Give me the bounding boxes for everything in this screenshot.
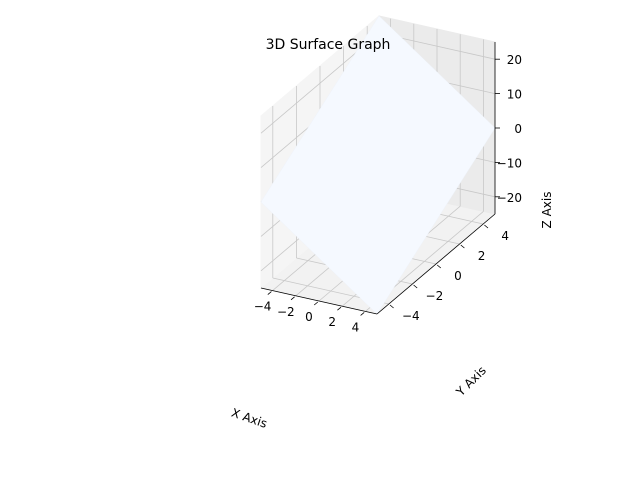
y-tick-label: −4	[402, 309, 420, 323]
x-tick-label: 4	[352, 320, 360, 334]
y-tick-mark	[484, 224, 489, 229]
x-tick-label: 2	[328, 315, 336, 329]
y-tick-mark	[389, 304, 394, 309]
chart-title: 3D Surface Graph	[266, 37, 391, 53]
x-tick-mark	[313, 301, 319, 306]
y-tick-mark	[413, 284, 418, 289]
y-tick-mark	[460, 244, 465, 249]
z-tick-label: 10	[507, 88, 522, 102]
y-tick-mark	[436, 264, 442, 269]
y-axis-line	[376, 213, 496, 315]
x-axis-line	[260, 287, 378, 315]
x-tick-label: −4	[254, 300, 272, 314]
z-tick-label: 20	[507, 53, 522, 67]
x-tick-mark	[290, 296, 295, 301]
x-tick-label: −2	[277, 305, 295, 319]
z-tick-label: −10	[497, 156, 522, 170]
x-tick-label: 0	[305, 310, 313, 324]
y-tick-label: 0	[454, 269, 462, 283]
z-tick-label: 0	[514, 122, 522, 136]
y-tick-label: −2	[426, 289, 444, 303]
z-axis-title: Z Axis	[540, 192, 554, 229]
y-tick-label: 2	[478, 249, 486, 263]
x-tick-mark	[337, 306, 342, 311]
x-tick-mark	[360, 312, 365, 316]
y-tick-label: 4	[501, 229, 509, 243]
z-tick-label: −20	[497, 191, 522, 205]
x-tick-mark	[267, 291, 272, 295]
